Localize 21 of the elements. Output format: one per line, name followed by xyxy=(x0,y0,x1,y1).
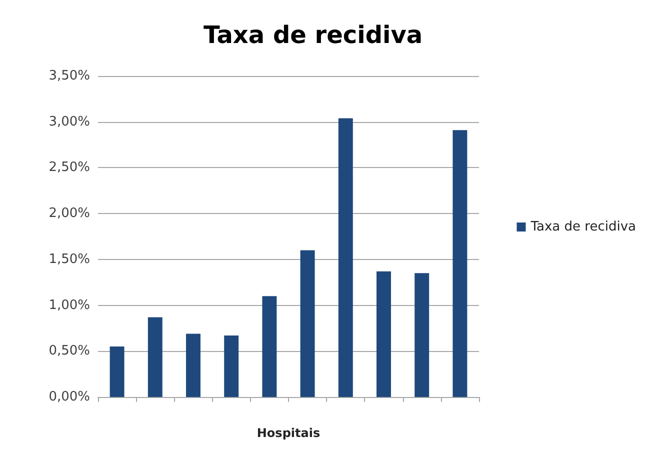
y-tick-label: 2,50% xyxy=(48,160,90,176)
x-axis-title: Hospitais xyxy=(256,426,320,440)
chart-title: Taxa de recidiva xyxy=(203,21,423,49)
y-tick-label: 1,00% xyxy=(48,298,90,313)
bar xyxy=(300,250,315,397)
y-tick-label: 3,00% xyxy=(48,114,90,130)
bar xyxy=(186,334,200,397)
bar xyxy=(110,346,124,397)
y-tick-label: 0,00% xyxy=(48,390,90,404)
bar xyxy=(262,296,277,397)
y-tick-label: 0,50% xyxy=(48,344,90,359)
y-tick-label: 1,50% xyxy=(48,252,90,267)
bar xyxy=(452,130,468,397)
bar xyxy=(338,118,353,397)
y-tick-label: 3,50% xyxy=(48,68,90,84)
legend-label: Taxa de recidiva xyxy=(530,220,636,234)
bar xyxy=(376,271,391,397)
y-tick-label: 2,00% xyxy=(48,206,90,222)
bar xyxy=(148,317,162,397)
bar xyxy=(224,336,239,397)
bar xyxy=(414,273,430,397)
